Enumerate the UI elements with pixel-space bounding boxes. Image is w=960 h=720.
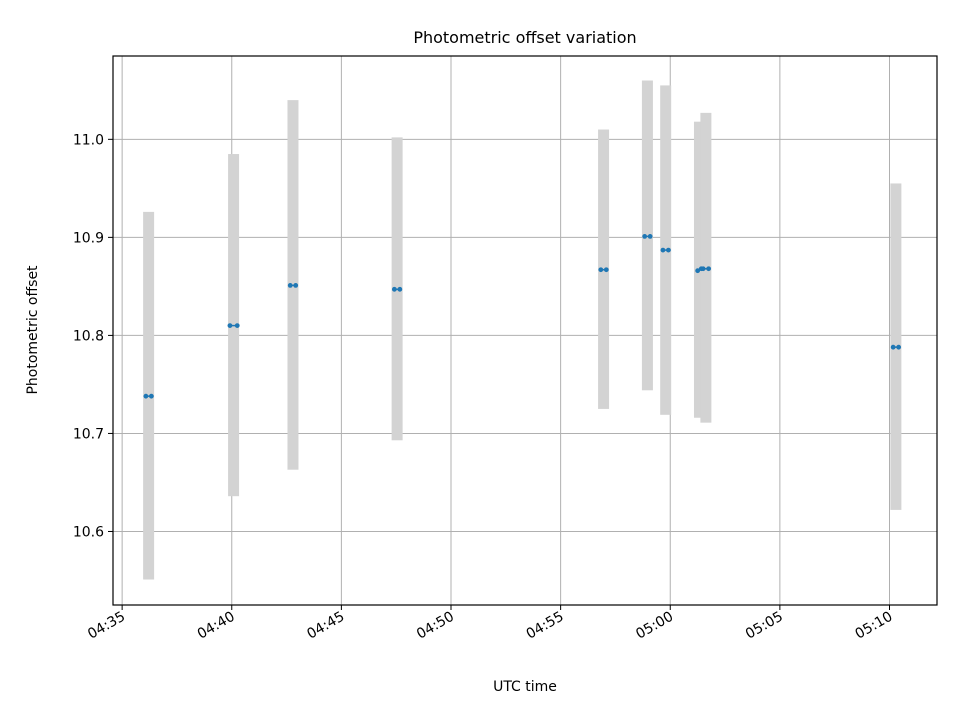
data-point	[642, 233, 648, 239]
data-point	[287, 283, 293, 288]
data-point	[391, 286, 397, 292]
data-point	[143, 393, 149, 399]
data-point	[700, 266, 706, 272]
data-point	[397, 286, 403, 292]
data-point	[695, 268, 701, 274]
data-point	[598, 267, 604, 273]
data-point	[896, 344, 902, 350]
error-bar	[641, 80, 653, 391]
y-tick-label: 10.9	[73, 230, 104, 246]
y-tick-label: 10.6	[73, 524, 104, 540]
data-point	[890, 344, 896, 350]
data-point	[706, 266, 712, 272]
data-point	[148, 393, 154, 399]
y-tick-label: 11.0	[73, 132, 104, 148]
plot-frame	[112, 55, 938, 606]
x-axis-label: UTC time	[493, 679, 557, 695]
y-axis-label: Photometric offset	[25, 265, 41, 395]
error-bar	[700, 112, 712, 423]
data-point	[234, 323, 240, 328]
y-tick-label: 10.7	[73, 426, 104, 442]
y-tick-label: 10.8	[73, 328, 104, 344]
data-point	[660, 247, 666, 253]
data-points	[143, 233, 902, 399]
data-point	[293, 283, 299, 288]
data-point	[666, 247, 671, 253]
data-point	[603, 267, 609, 273]
data-point	[227, 323, 233, 328]
y-axis-ticks: 10.6 10.7 10.8 10.9 11.0	[73, 132, 113, 540]
chart-title: Photometric offset variation	[413, 28, 636, 47]
data-point	[647, 233, 653, 239]
